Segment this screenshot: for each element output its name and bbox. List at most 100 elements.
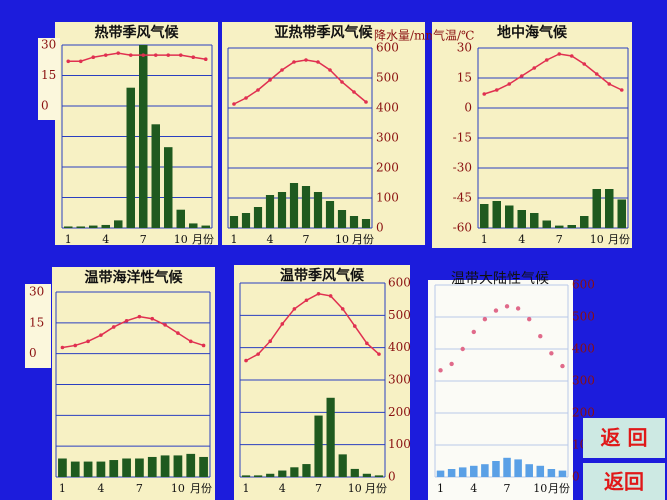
bar	[70, 461, 80, 477]
y2-tick-label: 0	[376, 221, 384, 235]
x-tick-label: 1	[65, 233, 72, 246]
y-tick-label: -15	[453, 131, 472, 145]
line-marker	[292, 307, 297, 311]
y-tick-label: -30	[453, 161, 472, 175]
line-marker	[304, 298, 309, 303]
bar	[254, 475, 263, 477]
line-marker	[316, 60, 320, 64]
line-marker	[116, 51, 121, 55]
line-marker	[352, 324, 357, 328]
line-marker	[560, 363, 565, 369]
y2-tick-label: 100	[376, 191, 399, 205]
line-marker	[191, 55, 196, 59]
x-tick-label: 4	[470, 482, 477, 495]
bar	[241, 475, 251, 477]
bar	[201, 225, 210, 228]
line-marker	[99, 333, 103, 337]
bar	[314, 415, 323, 477]
bar	[199, 456, 208, 477]
bar	[266, 473, 275, 477]
back-button[interactable]: 返 回	[601, 426, 648, 450]
bar	[505, 205, 514, 228]
chart-title: 亚热带季风气候	[275, 24, 374, 41]
bar	[492, 461, 500, 477]
line-marker	[449, 361, 454, 367]
y2-axis-label: 降水量/mm	[374, 29, 437, 43]
line-marker	[268, 339, 273, 344]
y-tick-label: 15	[457, 71, 472, 85]
temperature-line	[245, 292, 380, 362]
x-tick-label: 10	[533, 482, 547, 495]
line-marker	[482, 316, 488, 322]
bar	[186, 453, 196, 477]
line-marker	[244, 96, 248, 100]
bar	[592, 189, 601, 228]
y-tick-label: -60	[453, 221, 472, 235]
line-marker	[504, 304, 510, 309]
x-tick-label: 4	[518, 233, 525, 246]
bar	[290, 467, 299, 477]
back-button-bg[interactable]	[583, 463, 665, 500]
back-button-bg[interactable]	[583, 418, 665, 458]
x-tick-label: 1	[59, 482, 66, 495]
line-marker	[78, 59, 83, 64]
bar	[517, 210, 526, 228]
line-marker	[494, 88, 499, 92]
chart-title: 温带季风气候	[280, 267, 365, 284]
temperature-line	[233, 59, 367, 105]
bar	[176, 209, 185, 228]
bar	[617, 199, 626, 228]
y-tick-label: 15	[41, 68, 56, 82]
bar	[503, 457, 511, 477]
y2-tick-label: 200	[572, 406, 595, 420]
y2-tick-label: 500	[376, 71, 399, 85]
line-marker	[538, 334, 543, 339]
line-marker	[128, 53, 133, 57]
bar	[447, 469, 456, 477]
bar	[58, 458, 67, 477]
x-tick-label: 1	[243, 482, 250, 495]
y-tick-label: 0	[29, 346, 37, 360]
line-marker	[582, 62, 587, 66]
x-axis-label: 月份	[608, 233, 630, 246]
back-button[interactable]: 返回	[604, 470, 644, 494]
bar	[547, 469, 556, 477]
line-marker	[377, 352, 381, 356]
line-marker	[86, 339, 90, 344]
bar	[313, 192, 323, 228]
bar	[139, 45, 148, 228]
bar	[458, 467, 467, 477]
line-marker	[292, 60, 296, 64]
y2-tick-label: 400	[376, 101, 399, 115]
x-tick-label: 10	[590, 233, 604, 246]
line-marker	[340, 80, 344, 84]
bar	[470, 465, 478, 477]
line-marker	[188, 339, 193, 344]
line-marker	[103, 53, 108, 57]
x-tick-label: 10	[335, 233, 349, 246]
line-marker	[91, 55, 96, 59]
y2-tick-label: 200	[388, 405, 411, 419]
bar	[361, 219, 371, 228]
bar	[480, 204, 489, 228]
bar	[147, 456, 157, 477]
x-tick-label: 7	[140, 233, 147, 246]
line-marker	[256, 352, 260, 356]
bar	[301, 186, 311, 228]
line-marker	[280, 68, 284, 72]
bar	[349, 216, 359, 228]
chart-title: 温带大陆性气候	[451, 271, 549, 287]
x-tick-label: 7	[315, 482, 322, 495]
x-tick-label: 7	[556, 233, 563, 246]
x-tick-label: 4	[102, 233, 109, 246]
line-marker	[594, 72, 599, 76]
tick-box	[38, 38, 60, 120]
line-marker	[153, 53, 158, 57]
bar	[114, 220, 123, 228]
line-marker	[519, 74, 524, 78]
line-marker	[163, 323, 167, 327]
x-tick-label: 7	[136, 482, 143, 495]
buttons: 返 回 返回	[583, 418, 665, 500]
bar	[265, 195, 275, 228]
bar	[555, 225, 564, 228]
